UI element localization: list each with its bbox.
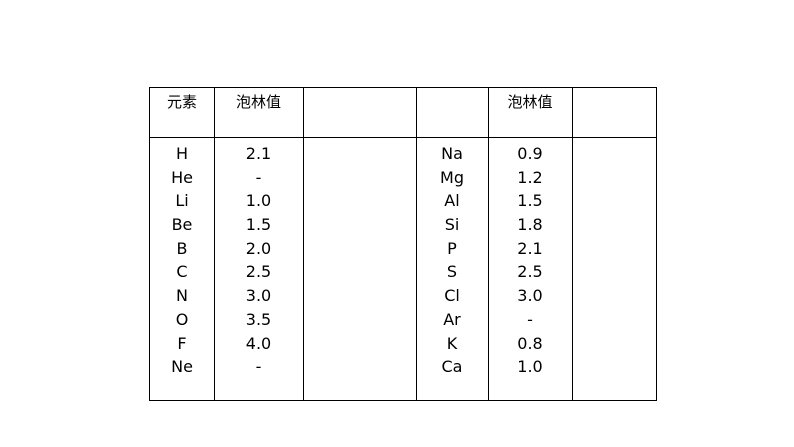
element-symbol: Na (441, 144, 463, 163)
header-value-right: 泡林值 (507, 93, 553, 111)
header-divider (150, 137, 656, 138)
header-value-left: 泡林值 (235, 93, 281, 111)
electronegativity-table: 元素 泡林值 泡林值 H He Li Be B C N O F Ne 2.1 -… (149, 87, 657, 401)
electronegativity-value: - (255, 357, 262, 377)
element-symbol: He (171, 167, 193, 187)
element-symbol: Mg (440, 167, 464, 187)
electronegativity-value: 1.0 (517, 357, 543, 377)
element-symbol: Ne (171, 357, 193, 377)
column-divider (416, 88, 417, 400)
element-symbol: Si (444, 215, 460, 235)
element-symbol: Li (175, 191, 189, 211)
left-element-column: H He Li Be B C N O F Ne (150, 142, 214, 379)
electronegativity-value: 3.0 (245, 286, 272, 306)
column-divider (488, 88, 489, 400)
electronegativity-value: 1.0 (245, 191, 272, 211)
element-symbol: C (176, 262, 188, 282)
electronegativity-value: 2.5 (245, 262, 272, 282)
electronegativity-value: - (255, 167, 262, 187)
element-symbol: O (175, 309, 189, 329)
electronegativity-value: 2.1 (517, 238, 543, 258)
left-value-column: 2.1 - 1.0 1.5 2.0 2.5 3.0 3.5 4.0 - (214, 142, 303, 379)
element-symbol: F (177, 333, 187, 353)
element-symbol: Ar (443, 309, 461, 329)
element-symbol: N (176, 286, 188, 306)
electronegativity-value: 1.5 (517, 191, 543, 211)
electronegativity-value: 0.9 (517, 144, 543, 163)
right-value-column: 0.9 1.2 1.5 1.8 2.1 2.5 3.0 - 0.8 1.0 (488, 142, 572, 379)
element-symbol: S (446, 262, 458, 282)
electronegativity-value: 2.1 (245, 144, 272, 163)
electronegativity-value: 0.8 (517, 333, 543, 353)
column-divider (214, 88, 215, 400)
column-divider (572, 88, 573, 400)
element-symbol: H (175, 144, 189, 163)
element-symbol: P (447, 238, 457, 258)
electronegativity-value: 1.5 (245, 215, 272, 235)
right-element-column: Na Mg Al Si P S Cl Ar K Ca (416, 142, 488, 379)
element-symbol: Ca (441, 357, 463, 377)
column-divider (303, 88, 304, 400)
electronegativity-value: - (527, 309, 533, 329)
electronegativity-value: 2.0 (245, 238, 272, 258)
header-element-left: 元素 (166, 93, 197, 111)
element-symbol: Be (171, 215, 193, 235)
element-symbol: B (176, 238, 188, 258)
electronegativity-value: 3.5 (245, 309, 272, 329)
electronegativity-value: 4.0 (245, 333, 272, 353)
element-symbol: Al (444, 191, 460, 211)
element-symbol: K (446, 333, 458, 353)
electronegativity-value: 1.8 (517, 215, 543, 235)
electronegativity-value: 2.5 (517, 262, 543, 282)
element-symbol: Cl (444, 286, 460, 306)
electronegativity-value: 3.0 (517, 286, 543, 306)
electronegativity-value: 1.2 (517, 167, 543, 187)
